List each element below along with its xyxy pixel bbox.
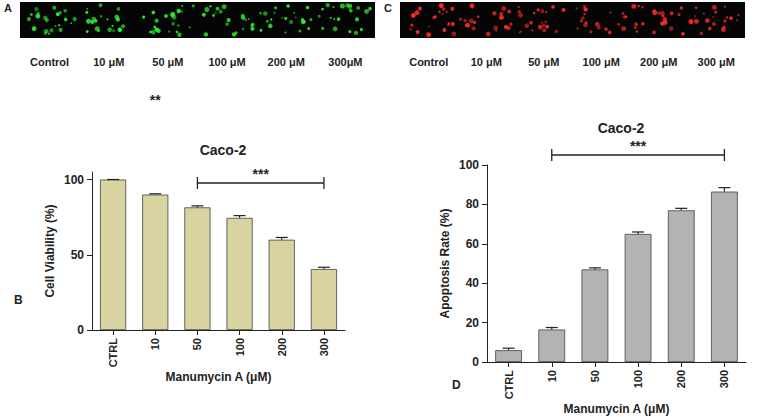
svg-text:***: *** [252,166,269,182]
svg-text:50: 50 [71,248,85,262]
svg-text:Cell Viability (%): Cell Viability (%) [43,204,57,297]
svg-text:40: 40 [466,276,480,290]
svg-text:0: 0 [472,355,479,369]
svg-text:300 μM: 300 μM [698,56,735,68]
svg-text:60: 60 [466,237,480,251]
svg-text:Control: Control [409,56,448,68]
svg-text:200: 200 [675,370,687,388]
svg-text:100: 100 [64,173,84,187]
svg-text:100: 100 [632,370,644,388]
svg-text:0: 0 [77,323,84,337]
svg-text:**: ** [150,92,161,108]
svg-text:10 μM: 10 μM [471,56,502,68]
svg-text:100: 100 [459,158,479,172]
svg-text:10: 10 [546,370,558,382]
svg-text:***: *** [630,138,647,154]
svg-text:10: 10 [149,338,161,350]
svg-text:20: 20 [466,316,480,330]
svg-text:100 μM: 100 μM [208,56,245,68]
svg-text:50 μM: 50 μM [528,56,559,68]
svg-text:300μM: 300μM [328,56,362,68]
svg-text:D: D [452,378,461,392]
svg-text:50 μM: 50 μM [152,56,183,68]
svg-text:300: 300 [718,370,730,388]
svg-text:Caco-2: Caco-2 [598,120,645,136]
svg-text:Manumycin A (μM): Manumycin A (μM) [166,370,272,384]
svg-text:CTRL: CTRL [107,338,119,368]
svg-text:50: 50 [191,338,203,350]
svg-text:Control: Control [30,56,69,68]
svg-text:100 μM: 100 μM [583,56,620,68]
svg-text:A: A [4,2,12,14]
svg-text:200 μM: 200 μM [640,56,677,68]
svg-text:CTRL: CTRL [503,370,515,400]
svg-text:10 μM: 10 μM [93,56,124,68]
svg-text:300: 300 [318,338,330,356]
svg-text:100: 100 [234,338,246,356]
svg-text:80: 80 [466,197,480,211]
svg-text:C: C [384,2,392,14]
svg-text:B: B [14,293,23,307]
svg-text:200: 200 [276,338,288,356]
svg-text:Apoptosis Rate (%): Apoptosis Rate (%) [438,208,452,318]
svg-text:200 μM: 200 μM [268,56,305,68]
svg-text:Caco-2: Caco-2 [200,142,247,158]
svg-text:Manumycin A (μM): Manumycin A (μM) [564,402,670,416]
svg-text:50: 50 [589,370,601,382]
